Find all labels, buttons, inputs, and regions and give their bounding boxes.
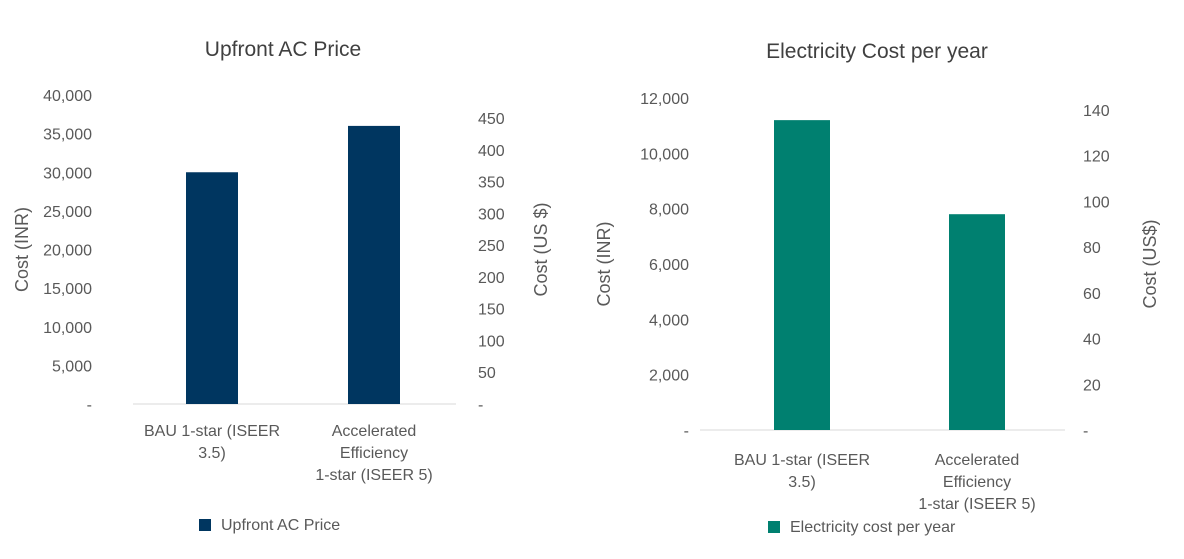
electricity-cost-chart: Electricity Cost per year - 2,000 4,000 6,00…: [594, 40, 1160, 536]
y-tick-label: 5,000: [52, 358, 92, 375]
x-tick-label: Accelerated Efficiency 1-star (ISEER 5): [315, 423, 432, 484]
y2-tick-label: 100: [1083, 194, 1110, 211]
x-tick-label-line: 3.5): [788, 474, 816, 491]
y-tick-label: -: [87, 397, 92, 414]
y2-tick-label: 50: [478, 365, 496, 382]
legend-label: Electricity cost per year: [790, 519, 956, 536]
y-tick-label: 30,000: [43, 165, 92, 182]
y2-axis-label: Cost (US $): [531, 202, 551, 296]
x-tick-label-line: 3.5): [198, 445, 226, 462]
y-tick-label: 2,000: [649, 368, 689, 385]
x-tick-label-line: Accelerated: [935, 452, 1020, 469]
legend-label: Upfront AC Price: [221, 517, 340, 534]
x-tick-label-line: Accelerated: [332, 423, 417, 440]
y-tick-label: 12,000: [640, 91, 689, 108]
x-tick-label-line: Efficiency: [340, 445, 408, 462]
y2-tick-label: 140: [1083, 103, 1110, 120]
y2-tick-label: 120: [1083, 149, 1110, 166]
x-tick-label-line: 1-star (ISEER 5): [918, 496, 1035, 513]
x-tick-label-line: Efficiency: [943, 474, 1011, 491]
x-tick-label-line: BAU 1-star (ISEER: [144, 423, 280, 440]
y2-tick-label: 150: [478, 302, 505, 319]
y2-tick-label: -: [478, 397, 483, 414]
bar: [949, 214, 1005, 430]
y-tick-label: 10,000: [640, 146, 689, 163]
legend-swatch: [768, 521, 780, 533]
bar: [186, 172, 238, 404]
y-tick-label: 8,000: [649, 202, 689, 219]
y2-tick-label: 350: [478, 175, 505, 192]
x-tick-label: BAU 1-star (ISEER 3.5): [144, 423, 280, 462]
y2-tick-label: 40: [1083, 332, 1101, 349]
x-tick-label: BAU 1-star (ISEER 3.5): [734, 452, 870, 491]
y2-tick-label: 300: [478, 206, 505, 223]
y2-tick-label: -: [1083, 423, 1088, 440]
y-tick-label: 40,000: [43, 88, 92, 105]
y-tick-label: 20,000: [43, 243, 92, 260]
y-tick-label: 35,000: [43, 127, 92, 144]
bar: [774, 120, 830, 430]
chart-title: Upfront AC Price: [205, 38, 361, 61]
y2-axis-label: Cost (US$): [1140, 219, 1160, 308]
y-tick-label: 6,000: [649, 257, 689, 274]
y2-tick-label: 80: [1083, 240, 1101, 257]
y-tick-label: 15,000: [43, 281, 92, 298]
y-tick-label: 10,000: [43, 320, 92, 337]
x-tick-label-line: 1-star (ISEER 5): [315, 467, 432, 484]
y2-tick-label: 250: [478, 238, 505, 255]
y2-tick-label: 20: [1083, 377, 1101, 394]
bar: [348, 125, 400, 405]
chart-title: Electricity Cost per year: [766, 40, 988, 63]
y2-tick-label: 200: [478, 270, 505, 287]
y2-tick-label: 400: [478, 143, 505, 160]
y2-tick-label: 100: [478, 333, 505, 350]
y-tick-label: -: [684, 423, 689, 440]
y-axis-label: Cost (INR): [12, 207, 32, 292]
y-axis-label: Cost (INR): [594, 222, 614, 307]
y-tick-label: 4,000: [649, 312, 689, 329]
x-tick-label-line: BAU 1-star (ISEER: [734, 452, 870, 469]
upfront-price-chart: Upfront AC Price - 5,000 10,000 15,000 20,000…: [12, 38, 551, 534]
legend-swatch: [199, 519, 211, 531]
x-tick-label: Accelerated Efficiency 1-star (ISEER 5): [918, 452, 1035, 513]
y2-tick-label: 450: [478, 111, 505, 128]
y-tick-label: 25,000: [43, 204, 92, 221]
y2-tick-label: 60: [1083, 286, 1101, 303]
